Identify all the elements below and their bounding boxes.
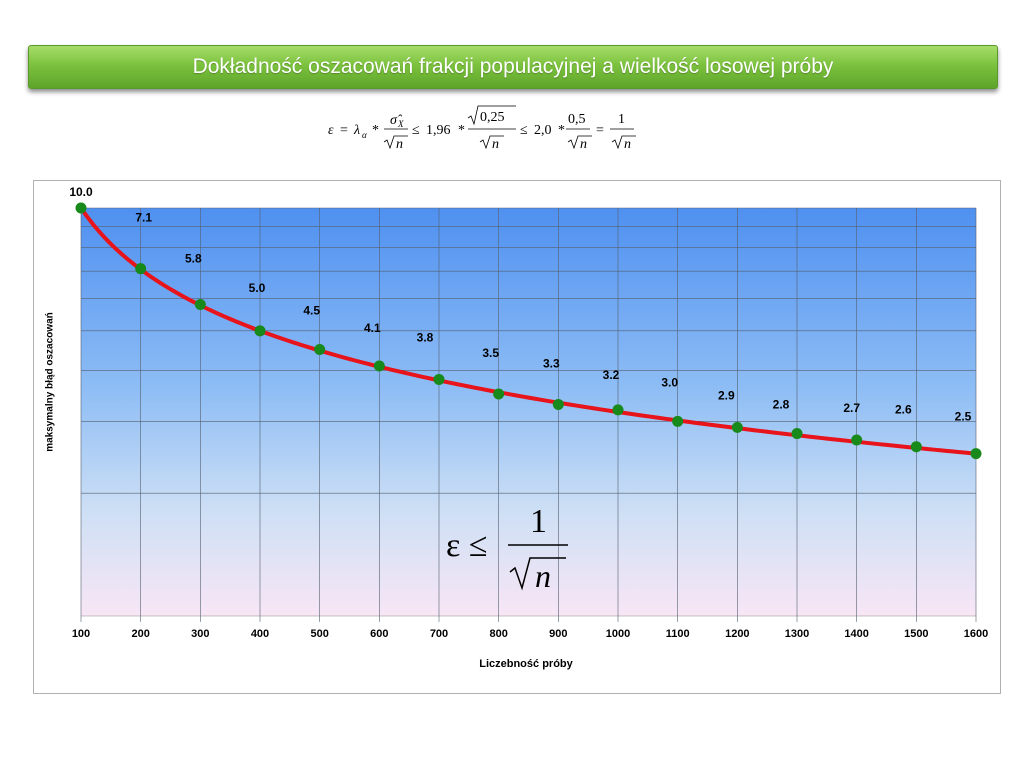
formula-n-2: n: [492, 137, 499, 152]
data-label: 3.3: [543, 356, 560, 370]
data-label: 3.5: [482, 346, 499, 360]
inset-formula: ε ≤ 1 n: [446, 503, 568, 594]
data-point: [135, 263, 147, 275]
data-point: [672, 415, 684, 427]
data-point: [373, 360, 385, 372]
data-label: 3.2: [603, 368, 620, 382]
y-axis-label: maksymalny błąd oszacowań: [44, 312, 56, 452]
data-point: [493, 388, 505, 400]
formula-one: 1: [618, 112, 625, 127]
data-point: [851, 434, 863, 446]
inset-formula-denominator: n: [535, 558, 551, 594]
data-point: [910, 441, 922, 453]
data-label: 2.9: [718, 388, 735, 402]
formula-const2: 2,0: [534, 123, 552, 138]
inset-sqrt-sign: [509, 557, 566, 591]
x-tick-label: 1200: [725, 628, 749, 640]
slide-title: Dokładność oszacowań frakcji populacyjne…: [192, 55, 834, 78]
data-point: [75, 202, 87, 214]
formula-star-2: *: [458, 123, 465, 138]
formula-sqrt-arg: 0,25: [480, 110, 505, 125]
data-point: [970, 448, 982, 460]
x-tick-label: 600: [370, 628, 388, 640]
plot-area: [81, 208, 976, 616]
x-axis-label: Liczebność próby: [479, 658, 573, 670]
formula-le-2: ≤: [520, 123, 528, 138]
x-tick-label: 100: [72, 628, 90, 640]
data-label: 4.5: [303, 303, 320, 317]
x-tick-label: 400: [251, 628, 269, 640]
data-label: 10.0: [69, 185, 93, 199]
formula-n-3: n: [580, 137, 587, 152]
x-tick-label: 200: [131, 628, 149, 640]
data-label: 2.6: [895, 403, 912, 417]
data-label: 2.8: [773, 398, 790, 412]
formula-eq-1: =: [340, 123, 348, 138]
x-tick-label: 800: [489, 628, 507, 640]
x-tick-label: 1300: [785, 628, 809, 640]
x-tick-label: 500: [310, 628, 328, 640]
formula-const1: 1,96: [426, 123, 451, 138]
x-tick-label: 1600: [964, 628, 988, 640]
series-line: [79, 206, 978, 456]
data-point: [254, 325, 266, 337]
formula-sigma-sub: X: [397, 119, 404, 129]
data-label: 5.8: [185, 252, 202, 266]
data-point: [433, 373, 445, 385]
x-tick-label: 1500: [904, 628, 928, 640]
data-label: 5.0: [249, 281, 266, 295]
formula-lambda: λ: [353, 123, 360, 138]
inset-formula-lhs: ε ≤: [446, 527, 487, 564]
formula-epsilon: ε: [328, 123, 334, 138]
data-point: [731, 421, 743, 433]
formula-n-1: n: [396, 137, 403, 152]
x-tick-label: 900: [549, 628, 567, 640]
data-label: 2.7: [843, 401, 860, 415]
data-point: [552, 398, 564, 410]
slide-title-bar: Dokładność oszacowań frakcji populacyjne…: [28, 45, 998, 89]
x-tick-label: 700: [430, 628, 448, 640]
x-ticks: 100 200 300 400 500 600 700 800 900 1000 1100 1200 1…: [72, 628, 988, 640]
x-tick-label: 1400: [844, 628, 868, 640]
formula-star-3: *: [558, 123, 565, 138]
formula-n-4: n: [624, 137, 631, 152]
x-tick-label: 1100: [666, 628, 690, 640]
data-label: 2.5: [955, 410, 972, 424]
data-labels: 10.0 7.1 5.8 5.0 4.5 4.1 3.8 3.5 3.3 3.2 3.0 2.9 2.8…: [69, 185, 971, 424]
data-label: 3.0: [661, 375, 678, 389]
data-label: 3.8: [417, 330, 434, 344]
formula-half: 0,5: [568, 112, 586, 127]
data-points: [75, 202, 982, 460]
x-tick-label: 1000: [606, 628, 630, 640]
data-label: 4.1: [364, 321, 381, 335]
x-tick-label: 300: [191, 628, 209, 640]
data-label: 7.1: [135, 211, 152, 225]
data-point: [612, 404, 624, 416]
grid-lines: [80, 207, 977, 622]
accuracy-formula: ε = λ α * σ̂ X n ≤ 1,96 * 0,25 n ≤ 2,0 *…: [328, 105, 636, 152]
data-point: [194, 299, 206, 311]
formula-lambda-sub: α: [362, 130, 367, 140]
data-point: [314, 343, 326, 355]
formula-le-1: ≤: [412, 123, 420, 138]
data-point: [791, 428, 803, 440]
inset-formula-numerator: 1: [530, 503, 547, 540]
formula-star-1: *: [372, 123, 379, 138]
formula-eq-2: =: [596, 123, 604, 138]
